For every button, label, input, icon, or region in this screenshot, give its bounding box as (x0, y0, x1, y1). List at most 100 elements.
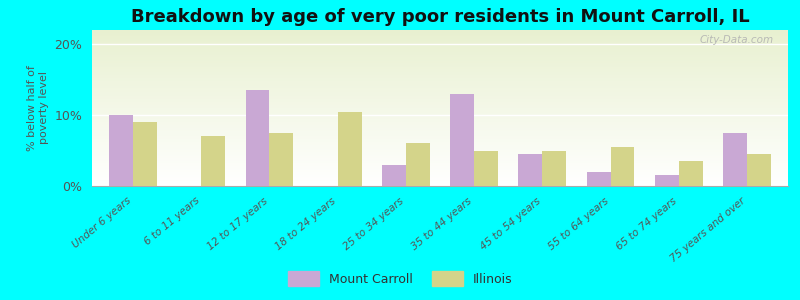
Bar (92, 82, 788, 83)
Bar (92, 169, 788, 170)
Bar (92, 180, 788, 181)
Bar (92, 35, 788, 36)
Bar (92, 111, 788, 113)
Bar (92, 172, 788, 173)
Bar (92, 49, 788, 50)
Bar (92, 77, 788, 78)
Bar (679, 161, 702, 186)
Bar (92, 66, 788, 68)
Bar (92, 61, 788, 63)
Bar (92, 83, 788, 85)
Bar (92, 32, 788, 33)
Bar (92, 43, 788, 44)
Bar (610, 147, 634, 186)
Bar (92, 55, 788, 56)
Bar (92, 133, 788, 134)
Bar (92, 178, 788, 180)
Bar (92, 144, 788, 146)
Bar (92, 117, 788, 119)
Bar (92, 88, 788, 89)
Bar (92, 155, 788, 156)
Bar (92, 100, 788, 102)
Bar (92, 164, 788, 166)
Bar (92, 142, 788, 144)
Bar (92, 158, 788, 160)
Bar (201, 136, 225, 186)
Bar (92, 160, 788, 161)
Bar (92, 150, 788, 152)
Bar (92, 153, 788, 155)
Bar (92, 106, 788, 108)
Bar (92, 33, 788, 35)
Bar (382, 165, 406, 186)
Bar (92, 173, 788, 175)
Legend: Mount Carroll, Illinois: Mount Carroll, Illinois (282, 266, 518, 291)
Bar (92, 113, 788, 114)
Bar (92, 148, 788, 150)
Bar (109, 115, 133, 186)
Y-axis label: % below half of
poverty level: % below half of poverty level (27, 65, 49, 151)
Bar (133, 122, 157, 186)
Bar (92, 36, 788, 38)
Bar (92, 141, 788, 142)
Bar (92, 131, 788, 133)
Bar (92, 108, 788, 110)
Bar (518, 154, 542, 186)
Bar (92, 127, 788, 128)
Bar (92, 124, 788, 125)
Bar (92, 167, 788, 169)
Bar (92, 97, 788, 99)
Bar (92, 64, 788, 66)
Bar (92, 78, 788, 80)
Bar (92, 39, 788, 41)
Bar (92, 86, 788, 88)
Bar (92, 94, 788, 95)
Bar (92, 89, 788, 91)
Text: City-Data.com: City-Data.com (700, 35, 774, 45)
Bar (92, 121, 788, 122)
Bar (92, 183, 788, 184)
Bar (92, 60, 788, 61)
Title: Breakdown by age of very poor residents in Mount Carroll, IL: Breakdown by age of very poor residents … (130, 8, 750, 26)
Bar (92, 139, 788, 141)
Bar (92, 156, 788, 158)
Bar (92, 85, 788, 86)
Bar (92, 95, 788, 97)
Bar (92, 122, 788, 124)
Bar (92, 46, 788, 47)
Bar (92, 63, 788, 64)
Bar (92, 52, 788, 53)
Bar (92, 119, 788, 121)
Bar (92, 175, 788, 177)
Bar (92, 58, 788, 60)
Bar (92, 74, 788, 75)
Bar (92, 80, 788, 82)
Bar (92, 72, 788, 74)
Bar (406, 143, 430, 186)
Bar (92, 70, 788, 72)
Bar (92, 146, 788, 147)
Bar (92, 103, 788, 105)
Bar (655, 176, 679, 186)
Bar (92, 130, 788, 131)
Bar (92, 181, 788, 183)
Bar (92, 41, 788, 43)
Bar (92, 138, 788, 139)
Bar (92, 136, 788, 138)
Bar (92, 114, 788, 116)
Bar (92, 53, 788, 55)
Bar (92, 30, 788, 31)
Bar (92, 92, 788, 94)
Bar (92, 163, 788, 164)
Bar (92, 69, 788, 70)
Bar (92, 152, 788, 153)
Bar (246, 90, 270, 186)
Bar (450, 94, 474, 186)
Bar (92, 99, 788, 100)
Bar (92, 147, 788, 148)
Bar (92, 161, 788, 163)
Bar (338, 112, 362, 186)
Bar (92, 110, 788, 111)
Bar (542, 151, 566, 186)
Bar (92, 68, 788, 69)
